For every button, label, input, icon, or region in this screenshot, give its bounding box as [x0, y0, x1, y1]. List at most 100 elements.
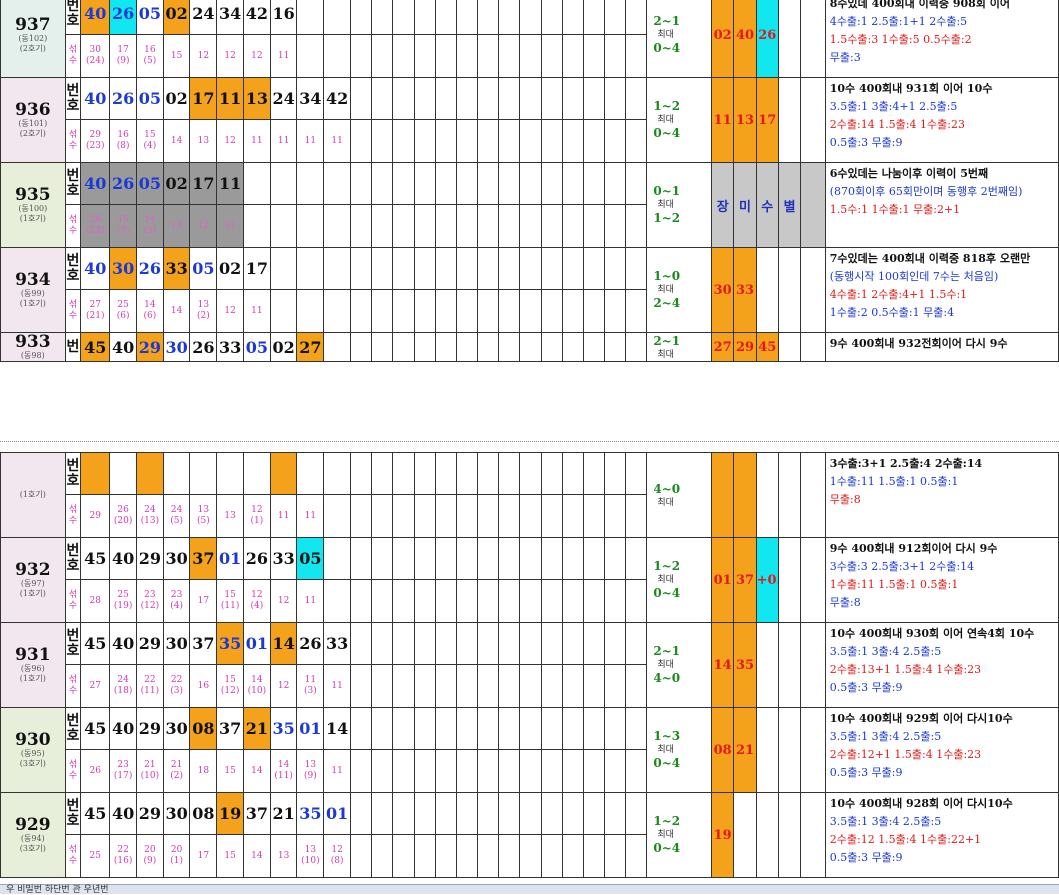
number-cell: 01 [296, 707, 325, 750]
count-cell [498, 289, 521, 333]
count-cell [434, 204, 457, 248]
number-cell [162, 452, 191, 495]
count-row-937: 섞 수 30 (24) 17 (9) 16 (5) 15 12 12 12 11 [1, 34, 1059, 78]
selected-number-cell [777, 707, 802, 793]
round-sub-1: (동96) [20, 664, 45, 673]
round-number: 934 [15, 270, 51, 290]
round-sub-1: (동99) [20, 289, 45, 298]
number-cell [455, 452, 479, 495]
count-cell: 13 [269, 834, 298, 878]
round-sub-2: (1호기) [19, 214, 46, 223]
number-cell: 40 [109, 622, 137, 665]
count-cell [582, 579, 606, 623]
count-cell [604, 579, 627, 623]
number-cell [540, 162, 563, 205]
count-cell: 12 (1) [242, 494, 271, 538]
number-cell [323, 537, 351, 580]
note-line: 3.5출:1 3출:4+1 2.5출:5 [829, 100, 958, 113]
round-row-933: 933 (동98) 번 45 40 29 30 26 33 05 02 27 2~1 최대 27 29 45 9수… [0, 332, 1059, 362]
count-cell [540, 204, 563, 248]
range-cell: 1~2 최대 0~4 [646, 77, 713, 163]
count-cell [519, 664, 542, 708]
number-cell [371, 452, 394, 495]
number-cell: 01 [323, 792, 351, 835]
number-cell: 01 [242, 622, 271, 665]
selected-number-cell: 19 [711, 792, 735, 878]
number-cell: 40 [80, 247, 111, 290]
count-cell: 28 (22) [80, 204, 111, 248]
round-sub-1: (동94) [20, 834, 45, 843]
number-cell [561, 332, 584, 362]
count-cell: 14 [242, 834, 271, 878]
number-cell [413, 77, 436, 120]
number-cell [349, 707, 373, 750]
number-cell [561, 247, 584, 290]
count-cell [477, 34, 500, 78]
range-bottom: 0~4 [653, 586, 681, 600]
number-cell [413, 162, 436, 205]
number-cell: 16 [269, 0, 298, 35]
count-cell [625, 119, 648, 163]
selected-number-cell: 37 [733, 537, 757, 623]
count-cell [349, 289, 373, 333]
number-cell: 40 [80, 77, 111, 120]
status-word-cell: 별 [777, 162, 802, 248]
range-cell: 4~0 최대 [646, 452, 713, 538]
round-row-934: 934 (동99) (1호기) 번 호 40 30 26 33 05 02 17 1~0 최대 2~4 30 3… [0, 247, 1059, 333]
number-cell [498, 247, 521, 290]
number-cell [625, 792, 648, 835]
note-line: 1수출:11 1.5출:1 0.5출:1 [829, 578, 959, 591]
count-cell [455, 289, 479, 333]
number-cell: 37 [189, 537, 218, 580]
number-cell [455, 162, 479, 205]
number-cell [455, 247, 479, 290]
selected-number-cell [777, 792, 802, 878]
number-cell [434, 247, 457, 290]
number-cell: 05 [189, 247, 218, 290]
range-bottom: 1~2 [653, 211, 681, 225]
number-cell [582, 77, 606, 120]
count-cell: 11 [242, 119, 271, 163]
count-cell [392, 664, 415, 708]
selected-number-cell: 26 [755, 0, 779, 78]
number-cell: 26 [135, 247, 164, 290]
number-cell [540, 452, 563, 495]
count-cell [498, 119, 521, 163]
round-number: 937 [15, 15, 51, 35]
count-row-partial: 섞 수 29 26 (20) 24 (13) 24 (5) 13 (5) 13 12 (1) 11 11 [1, 494, 1059, 538]
number-cell [498, 162, 521, 205]
count-cell [371, 494, 394, 538]
count-cell [498, 204, 521, 248]
number-cell: 30 [162, 622, 191, 665]
number-cell [109, 452, 137, 495]
number-cell [135, 452, 164, 495]
number-cell [392, 332, 415, 362]
round-table: 937 (동102) (2호기) 번 호 40 26 05 02 24 34 42 16 2~1 최대 0~4… [0, 0, 1059, 362]
number-cell [477, 622, 500, 665]
number-cell [296, 452, 325, 495]
count-cell: 13 (10) [296, 834, 325, 878]
count-cell: 13 [189, 119, 218, 163]
count-cell [604, 664, 627, 708]
number-cell [413, 0, 436, 35]
count-cell: 14 (6) [135, 289, 164, 333]
number-cell [349, 452, 373, 495]
number-cell: 45 [80, 792, 111, 835]
number-cell [477, 537, 500, 580]
number-cell: 05 [135, 0, 164, 35]
range-bottom: 0~4 [653, 756, 681, 770]
count-cell: 11 [242, 289, 271, 333]
status-bar: 우 비밀번 하단번 관 우년번 [0, 884, 1059, 895]
selected-number-cell: 40 [733, 0, 757, 78]
round-number-cell: 932 (동97) (1호기) [0, 537, 66, 623]
count-row-930: 섞 수 26 23 (17) 21 (10) 21 (2) 18 15 14 14 (11) 13 (9) 11 [1, 749, 1059, 793]
count-cell [604, 204, 627, 248]
count-cell [349, 494, 373, 538]
note-line: 10수 400회내 928회 이어 다시10수 [829, 797, 1013, 810]
count-cell [434, 119, 457, 163]
count-cell [561, 749, 584, 793]
